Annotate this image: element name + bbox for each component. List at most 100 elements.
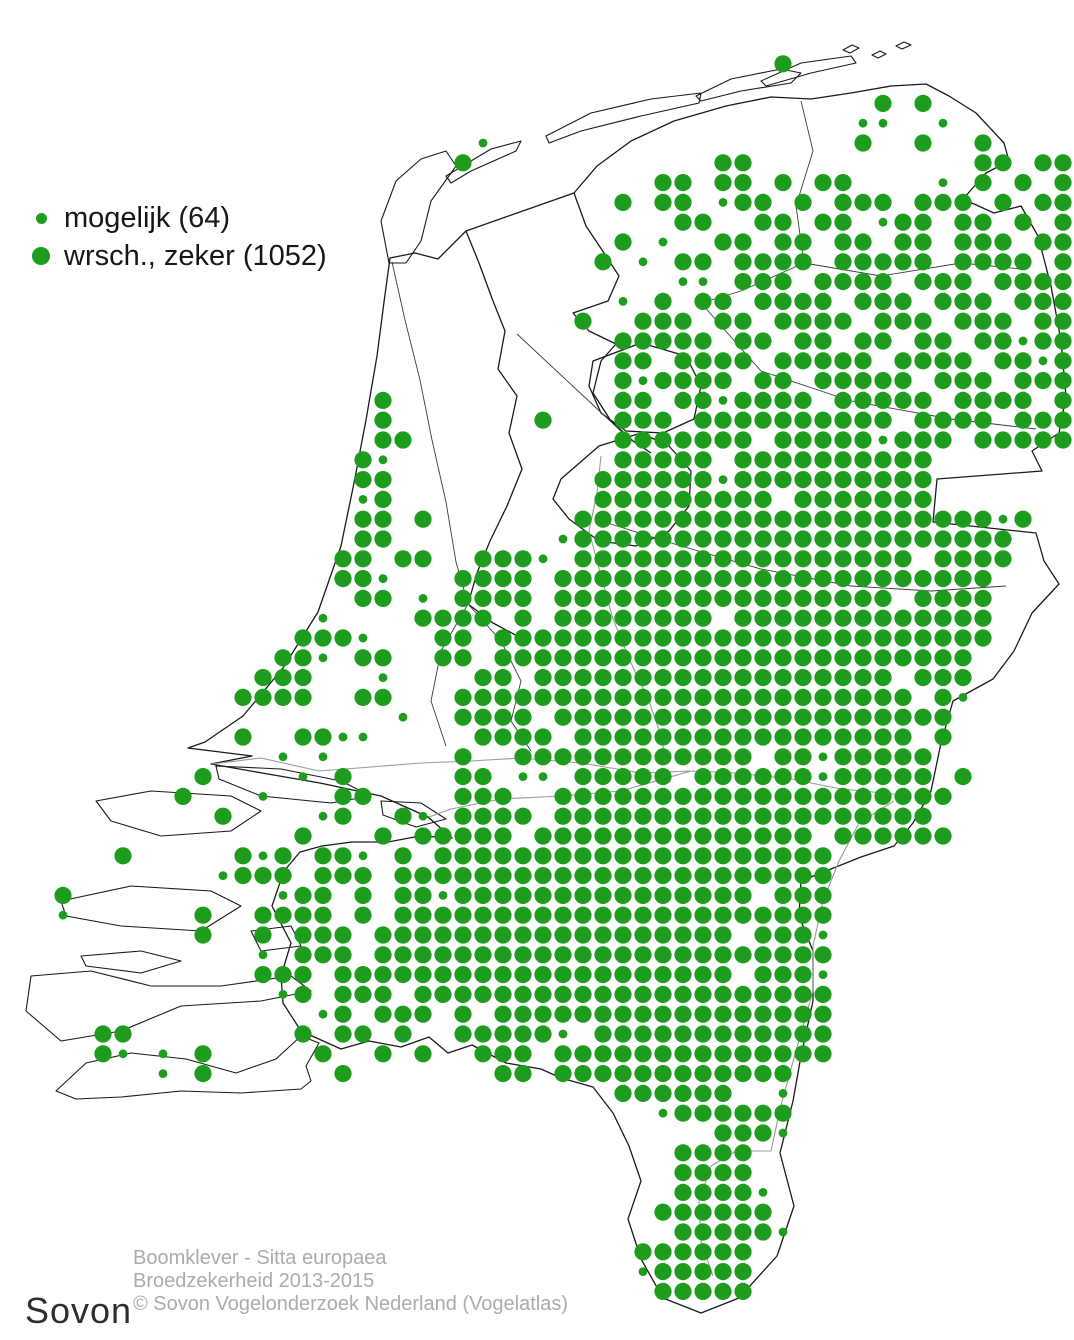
dot-large xyxy=(874,550,892,568)
dot-large xyxy=(714,946,732,964)
dot-large xyxy=(314,629,332,647)
dot-large xyxy=(634,550,652,568)
dot-large xyxy=(674,1282,692,1300)
dot-large xyxy=(654,510,672,528)
legend-label: wrsch., zeker (1052) xyxy=(64,239,327,272)
dot-large xyxy=(654,312,672,330)
dot-large xyxy=(234,867,252,885)
dot-large xyxy=(714,589,732,608)
dot-large xyxy=(874,411,892,429)
dot-large xyxy=(434,649,452,667)
dot-large xyxy=(634,1243,652,1261)
dot-large xyxy=(574,708,592,726)
dot-large xyxy=(494,1045,512,1063)
dot-large xyxy=(934,352,952,370)
dot-large xyxy=(494,787,512,806)
dot-large xyxy=(694,490,712,508)
dot-large xyxy=(474,886,492,905)
dot-large xyxy=(914,193,932,211)
dot-large xyxy=(654,649,672,667)
dot-large xyxy=(454,906,472,924)
dot-large xyxy=(794,253,812,271)
dot-large xyxy=(914,649,932,667)
dot-large xyxy=(654,589,672,608)
dot-large xyxy=(914,530,932,548)
dot-large xyxy=(594,550,612,568)
dot-large xyxy=(794,787,812,806)
dot-large xyxy=(814,886,832,905)
dot-large xyxy=(834,708,852,726)
dot-large xyxy=(474,946,492,964)
legend-dot-box xyxy=(30,212,52,224)
dot-large xyxy=(634,926,652,944)
dot-large xyxy=(974,550,992,568)
dot-large xyxy=(374,649,392,667)
dot-large xyxy=(1054,174,1072,192)
dot-large xyxy=(754,827,772,845)
dot-large xyxy=(914,570,932,588)
dot-large xyxy=(494,807,512,825)
dot-large xyxy=(894,431,912,449)
dot-large xyxy=(694,1005,712,1023)
dot-small xyxy=(318,811,328,821)
dot-large xyxy=(734,391,752,409)
dot-large xyxy=(534,886,552,905)
dot-large xyxy=(374,510,392,528)
dot-large xyxy=(494,926,512,944)
dot-large xyxy=(734,985,752,1004)
dot-small xyxy=(398,712,408,722)
dot-large xyxy=(774,174,792,192)
dot-large xyxy=(294,688,312,707)
dot-large xyxy=(914,451,932,469)
dot-large xyxy=(954,649,972,667)
dot-large xyxy=(534,629,552,647)
dot-large xyxy=(754,926,772,944)
dot-large xyxy=(554,688,572,707)
dot-large xyxy=(454,649,472,667)
dot-large xyxy=(334,926,352,944)
dot-large xyxy=(714,1223,732,1241)
dot-large xyxy=(294,649,312,667)
rottum-islets xyxy=(842,41,912,59)
dot-large xyxy=(874,471,892,489)
dot-large xyxy=(234,847,252,865)
dot-large xyxy=(614,530,632,548)
dot-large xyxy=(814,708,832,726)
dot-large xyxy=(694,530,712,548)
dot-large xyxy=(814,471,832,489)
dot-large xyxy=(774,827,792,845)
dot-large xyxy=(334,966,352,984)
dot-large xyxy=(814,867,832,885)
dot-small xyxy=(678,277,688,286)
dot-large xyxy=(874,688,892,707)
dot-large xyxy=(534,1005,552,1023)
dot-large xyxy=(894,768,912,786)
dot-large xyxy=(1014,273,1032,291)
dot-large xyxy=(794,1025,812,1043)
dot-large xyxy=(1054,233,1072,251)
dot-large xyxy=(914,233,932,251)
dot-small xyxy=(438,891,448,900)
dot-large xyxy=(634,728,652,746)
dot-large xyxy=(194,1045,212,1063)
dot-large xyxy=(974,312,992,330)
dot-large xyxy=(674,352,692,370)
dot-large xyxy=(474,906,492,924)
dot-large xyxy=(1054,273,1072,291)
dot-large xyxy=(634,589,652,608)
dot-large xyxy=(494,570,512,588)
dot-large xyxy=(1034,332,1052,350)
dot-large xyxy=(734,1065,752,1083)
dot-large xyxy=(734,550,752,568)
dot-large xyxy=(854,787,872,806)
dot-large xyxy=(794,886,812,905)
dot-large xyxy=(714,550,732,568)
dot-large xyxy=(654,570,672,588)
dot-large xyxy=(654,1045,672,1063)
dot-large xyxy=(674,688,692,707)
dot-large xyxy=(654,629,672,647)
dot-large xyxy=(674,1183,692,1201)
dot-large xyxy=(694,292,712,310)
dot-small xyxy=(958,693,968,702)
dot-large xyxy=(694,253,712,271)
